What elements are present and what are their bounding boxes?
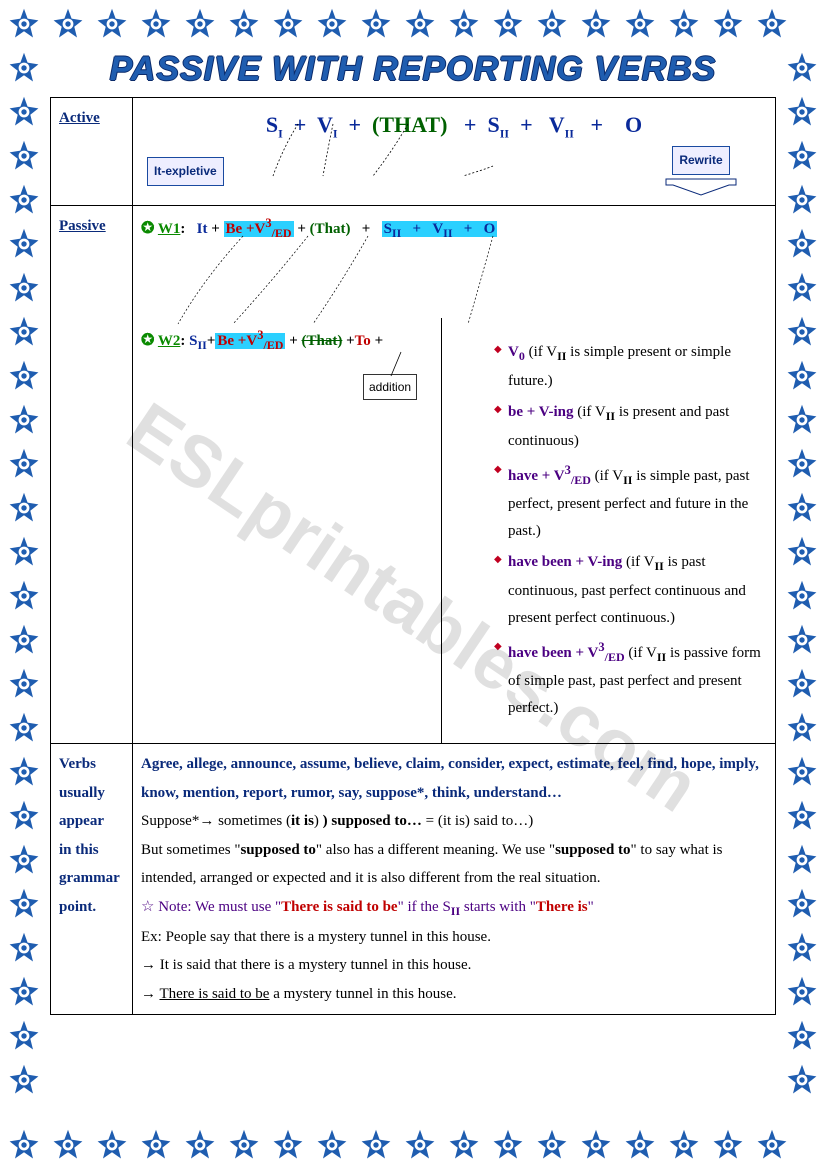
rule-item: V0 (if VII is simple present or simple f… [494, 339, 767, 395]
w2-to: To [355, 333, 371, 349]
label-passive: Passive [51, 205, 133, 744]
v1: V [317, 112, 333, 137]
sp2d: supposed to [555, 842, 630, 858]
label-verbs: Verbsusuallyappearin thisgrammarpoint. [51, 744, 133, 1015]
w1-o: O [484, 221, 496, 237]
page-content: PASSIVE WITH REPORTING VERBS Active SI +… [50, 50, 776, 1119]
example-3: → There is said to be a mystery tunnel i… [141, 980, 767, 1009]
w1-s2t: S [384, 221, 392, 237]
ex1: People say that there is a mystery tunne… [166, 929, 491, 945]
sp1d: = (it is) said to…) [422, 813, 533, 829]
w2-that-strike: (That) [302, 333, 343, 349]
sp1b: it is [291, 813, 314, 829]
sp2b: supposed to [240, 842, 315, 858]
verb-rules-list: V0 (if VII is simple present or simple f… [454, 339, 767, 722]
grammar-table: Active SI + VI + (THAT) + SII + VII + O [50, 97, 776, 1015]
active-cell: SI + VI + (THAT) + SII + VII + O It-expl… [133, 98, 776, 206]
v2-sub: II [565, 126, 574, 140]
that: (THAT) [372, 112, 447, 137]
s2: S [487, 112, 499, 137]
ex2: It is said that there is a mystery tunne… [160, 957, 472, 973]
note-r2: There is [536, 899, 588, 915]
addition-callout: addition [363, 374, 417, 401]
w2-label: W2 [158, 333, 181, 349]
active-formula: SI + VI + (THAT) + SII + VII + O [141, 104, 767, 146]
w1-label: W1 [158, 221, 181, 237]
w2-row: ✪ W2: SII+Be +V3/ED + (That) +To + V0 (i… [141, 324, 767, 737]
s1: S [266, 112, 278, 137]
sp2c: " also has a different meaning. We use " [316, 842, 555, 858]
w1-be: Be +V3/ED [224, 221, 294, 237]
w1-v2t: V [432, 221, 443, 237]
w1-that: (That) [310, 221, 351, 237]
note-e: " [588, 899, 594, 915]
sp1a: Suppose*→ sometimes ( [141, 813, 291, 829]
w1-formula: ✪ W1: It + Be +V3/ED + (That) + SII + VI… [141, 212, 767, 245]
bullet-star-icon: ✪ [141, 332, 154, 349]
rule-item: be + V-ing (if VII is present and past c… [494, 399, 767, 455]
w1-s2: SII + VII + O [382, 221, 498, 237]
w1-v2s: II [443, 226, 452, 240]
sp1c: ) [314, 813, 319, 829]
note-a: Note: We must use " [158, 899, 281, 915]
rewrite-callout-block: Rewrite [661, 146, 741, 197]
w2-formula: ✪ W2: SII+Be +V3/ED + (That) +To + [141, 324, 441, 357]
w2-be: Be +V3/ED [215, 333, 285, 349]
suppose-note-2: But sometimes "supposed to" also has a d… [141, 836, 767, 893]
s2-sub: II [500, 126, 509, 140]
example-2: → It is said that there is a mystery tun… [141, 951, 767, 980]
it-expletive-callout: It-expletive [147, 157, 224, 186]
s1-sub: I [278, 126, 283, 140]
rule-item: have been + V3/ED (if VII is passive for… [494, 636, 767, 723]
rule-item: have been + V-ing (if VII is past contin… [494, 549, 767, 632]
passive-cell: ✪ W1: It + Be +V3/ED + (That) + SII + VI… [133, 205, 776, 744]
there-is-note: ☆ Note: We must use "There is said to be… [141, 893, 767, 923]
ex3u: There is said to be [159, 986, 269, 1002]
w1-be-text: Be +V [226, 221, 266, 237]
o: O [625, 112, 642, 137]
bullet-star-icon: ✪ [141, 220, 154, 237]
note-sub: II [451, 904, 460, 918]
w1-it: It [197, 221, 208, 237]
w2-be-sub: /ED [263, 338, 283, 352]
w1-be-sub: /ED [272, 226, 292, 240]
ex-l: Ex: [141, 929, 166, 945]
rule-item: have + V3/ED (if VII is simple past, pas… [494, 459, 767, 546]
w2-s2s: II [197, 338, 206, 352]
note-r1: There is said to be [281, 899, 397, 915]
note-star-icon: ☆ [141, 899, 158, 915]
v1-sub: I [333, 126, 338, 140]
page-title: PASSIVE WITH REPORTING VERBS [50, 50, 776, 89]
ex2a: → [141, 957, 160, 973]
note-m2: starts with " [460, 899, 536, 915]
suppose-note-1: Suppose*→ sometimes (it is) ) supposed t… [141, 807, 767, 836]
verbs-body: Agree, allege, announce, assume, believe… [133, 744, 776, 1015]
example-1: Ex: People say that there is a mystery t… [141, 923, 767, 952]
note-m: " if the S [398, 899, 451, 915]
w2-be-t: Be +V [217, 333, 257, 349]
verb-list: Agree, allege, announce, assume, believe… [141, 750, 767, 807]
sp2a: But sometimes " [141, 842, 240, 858]
ex3b: a mystery tunnel in this house. [269, 986, 456, 1002]
v2: V [549, 112, 565, 137]
ex3a: → [141, 986, 159, 1002]
sp1cc: ) supposed to… [323, 813, 422, 829]
rewrite-callout: Rewrite [672, 146, 729, 175]
rewrite-arrow-icon [661, 177, 741, 197]
label-active: Active [51, 98, 133, 206]
w1-s2s: II [392, 226, 401, 240]
